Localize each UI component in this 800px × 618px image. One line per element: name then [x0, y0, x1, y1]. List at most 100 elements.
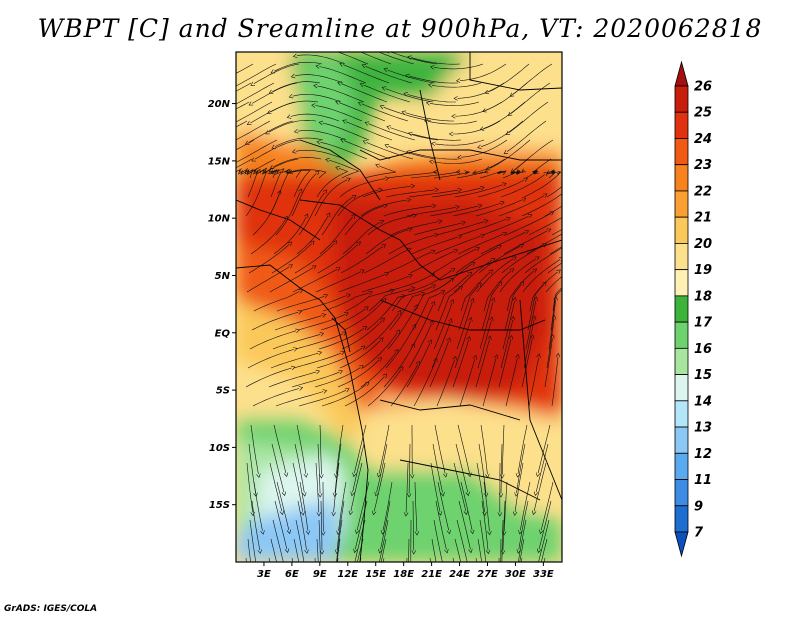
lat-tick-label: 10N: [208, 214, 231, 225]
colorbar-segment: [674, 347, 689, 375]
streamline: [254, 139, 301, 160]
streamline: [479, 170, 507, 179]
streamline-arrowhead: [458, 285, 463, 290]
streamline-arrowhead: [431, 203, 437, 209]
streamline-arrowhead: [555, 352, 561, 358]
streamline-arrowhead: [514, 588, 518, 592]
streamline: [411, 57, 461, 65]
streamline-arrowhead: [580, 271, 584, 275]
streamline: [364, 165, 397, 179]
streamline-arrowhead: [337, 81, 342, 86]
streamline: [273, 424, 287, 474]
streamline-arrowhead: [315, 64, 320, 69]
streamline-arrowhead: [465, 587, 469, 591]
map-title: WBPT [C] and Sreamline at 900hPa, VT: 20…: [37, 14, 763, 43]
streamline: [522, 259, 561, 293]
streamline: [452, 202, 501, 217]
streamline-arrowhead: [362, 140, 368, 145]
streamline-arrowhead: [389, 288, 395, 294]
streamline-arrowhead: [317, 351, 323, 356]
streamline-arrowhead: [198, 139, 202, 143]
streamline: [275, 192, 301, 236]
streamline: [412, 292, 442, 331]
streamline-arrowhead: [356, 241, 361, 246]
streamline-arrowhead: [379, 337, 384, 342]
streamline-arrowhead: [515, 353, 520, 359]
streamline-arrowhead: [315, 369, 321, 375]
streamline-arrowhead: [425, 101, 431, 106]
streamline-arrowhead: [431, 284, 437, 289]
streamline: [274, 137, 324, 147]
colorbar-label: 19: [694, 263, 712, 278]
streamline-arrowhead: [325, 158, 330, 163]
streamline-arrowhead: [439, 587, 443, 591]
streamline: [273, 157, 322, 168]
streamline: [452, 339, 469, 388]
streamline: [270, 100, 319, 113]
coastlines-and-borders: [236, 52, 562, 562]
streamline: [366, 142, 414, 160]
streamline-arrowhead: [302, 587, 306, 591]
streamline: [352, 443, 365, 493]
streamline-arrowhead: [408, 131, 413, 137]
streamline-arrowhead: [399, 365, 404, 371]
streamline: [318, 328, 364, 350]
streamline: [429, 101, 480, 106]
streamline: [245, 557, 247, 562]
streamline-arrowhead: [288, 264, 293, 269]
streamline: [345, 290, 391, 312]
streamline: [269, 462, 283, 512]
streamline: [472, 158, 506, 174]
streamline: [528, 357, 539, 407]
streamline: [236, 63, 277, 87]
colorbar-segment: [674, 426, 689, 454]
streamline: [430, 462, 441, 512]
streamline-arrowhead: [465, 491, 470, 497]
streamline-arrowhead: [551, 314, 557, 320]
streamline: [340, 246, 383, 274]
streamline: [380, 500, 391, 550]
streamline: [408, 323, 432, 369]
border-line: [399, 459, 541, 501]
streamline-arrowhead: [452, 355, 457, 361]
streamline-arrowhead: [317, 493, 323, 498]
streamline: [500, 174, 545, 198]
streamline-arrowhead: [449, 277, 455, 283]
streamline: [315, 105, 363, 122]
streamline: [459, 63, 507, 81]
streamline-arrowhead: [365, 381, 370, 387]
streamline-arrowhead: [311, 103, 316, 108]
streamline: [291, 371, 340, 388]
map-frame: [235, 51, 563, 563]
streamline: [407, 269, 453, 293]
border-line: [299, 199, 562, 281]
streamline: [434, 235, 482, 255]
streamline-arrowhead: [201, 120, 205, 124]
streamline: [272, 81, 321, 92]
streamline-arrowhead: [477, 203, 483, 209]
streamline-arrowhead: [313, 83, 318, 89]
streamline-arrowhead: [512, 511, 518, 516]
streamline-arrowhead: [318, 120, 324, 126]
streamline-arrowhead: [364, 46, 368, 50]
streamline-arrowhead: [225, 124, 229, 128]
streamline: [236, 120, 271, 141]
streamline: [317, 443, 321, 494]
streamline: [408, 189, 459, 198]
streamline: [382, 481, 393, 531]
streamline-arrowhead: [410, 286, 416, 291]
streamline: [504, 284, 522, 331]
streamline: [455, 101, 503, 117]
border-line: [469, 52, 562, 91]
streamline-arrowhead: [342, 331, 347, 336]
streamline-arrowhead: [406, 247, 412, 252]
streamline: [274, 62, 323, 72]
streamline-arrowhead: [464, 170, 470, 175]
streamline-arrowhead: [472, 170, 478, 175]
streamline-arrowhead: [532, 268, 538, 273]
streamline: [269, 267, 314, 293]
lon-tick-label: 33E: [533, 569, 554, 580]
streamline-arrowhead: [593, 206, 597, 210]
streamline-arrowhead: [467, 271, 473, 277]
streamline: [405, 462, 409, 513]
